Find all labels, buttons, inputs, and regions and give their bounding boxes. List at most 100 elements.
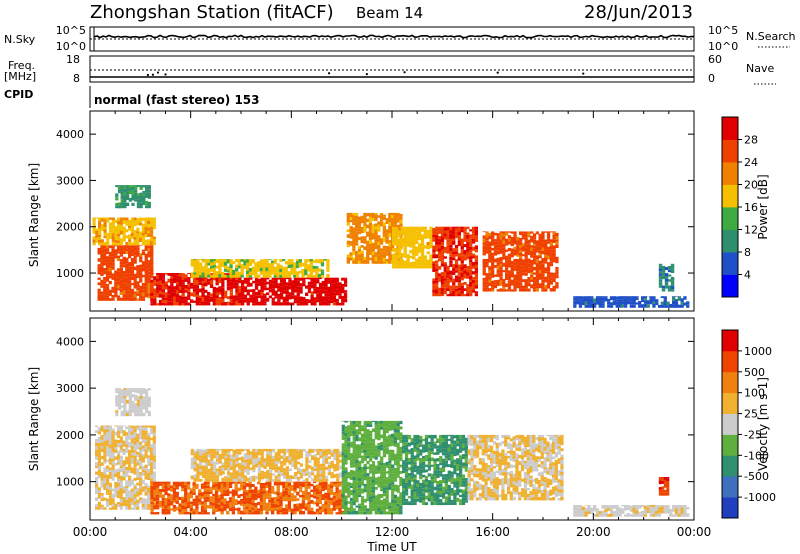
range-gate-cell	[466, 242, 470, 246]
range-gate-cell	[125, 235, 129, 239]
range-gate-cell	[360, 433, 365, 437]
range-gate-cell	[139, 389, 143, 393]
range-gate-cell	[126, 191, 130, 195]
range-gate-cell	[241, 474, 245, 478]
range-gate-cell	[352, 423, 356, 428]
range-gate-cell	[493, 245, 498, 248]
range-gate-cell	[649, 296, 653, 299]
range-gate-cell	[257, 478, 262, 482]
range-gate-cell	[134, 412, 138, 417]
range-gate-cell	[658, 275, 663, 280]
range-gate-cell	[249, 277, 253, 280]
range-gate-cell	[251, 259, 255, 264]
range-gate-cell	[287, 509, 292, 512]
range-gate-cell	[117, 456, 121, 460]
range-gate-cell	[485, 289, 489, 292]
range-gate-cell	[240, 503, 244, 506]
range-gate-cell	[377, 257, 381, 262]
range-gate-cell	[201, 455, 206, 460]
range-gate-cell	[460, 290, 464, 294]
range-gate-cell	[257, 292, 261, 296]
range-gate-cell	[513, 234, 517, 238]
range-gate-cell	[652, 303, 656, 308]
range-gate-cell	[229, 458, 234, 461]
range-gate-cell	[120, 405, 124, 408]
range-gate-cell	[273, 266, 277, 270]
range-gate-cell	[252, 300, 256, 304]
range-gate-cell	[187, 273, 191, 274]
range-gate-cell	[360, 508, 365, 512]
range-gate-cell	[190, 286, 194, 289]
range-gate-cell	[111, 266, 115, 270]
range-gate-cell	[178, 506, 182, 509]
range-gate-cell	[313, 460, 317, 464]
range-gate-cell	[198, 502, 202, 505]
range-gate-cell	[204, 299, 208, 302]
range-gate-cell	[374, 245, 378, 249]
range-gate-cell	[152, 452, 156, 456]
range-gate-cell	[363, 486, 367, 490]
range-gate-cell	[446, 242, 450, 245]
range-gate-cell	[243, 289, 248, 293]
range-gate-cell	[626, 297, 631, 301]
range-gate-cell	[496, 233, 500, 237]
range-gate-cell	[544, 285, 548, 289]
range-gate-cell	[128, 293, 132, 298]
range-gate-cell	[544, 254, 548, 258]
range-gate-cell	[147, 455, 151, 458]
range-gate-cell	[114, 242, 118, 246]
range-gate-cell	[310, 472, 315, 476]
range-gate-cell	[190, 460, 194, 464]
range-gate-cell	[119, 288, 123, 293]
range-gate-cell	[302, 302, 306, 306]
range-gate-cell	[449, 270, 453, 275]
range-gate-cell	[213, 464, 217, 469]
range-gate-cell	[432, 234, 436, 238]
range-gate-cell	[324, 298, 328, 302]
range-gate-cell	[452, 234, 456, 239]
range-gate-cell	[198, 499, 202, 503]
range-gate-cell	[406, 231, 410, 234]
range-gate-cell	[198, 277, 202, 281]
range-gate-cell	[125, 260, 129, 264]
range-gate-cell	[440, 278, 445, 281]
range-gate-cell	[139, 492, 143, 496]
range-gate-cell	[290, 487, 294, 491]
range-gate-cell	[122, 477, 126, 481]
range-gate-cell	[282, 462, 287, 466]
range-gate-cell	[139, 453, 143, 458]
range-gate-cell	[100, 498, 104, 502]
range-gate-cell	[119, 425, 123, 427]
range-gate-cell	[238, 278, 242, 281]
range-gate-cell	[388, 233, 392, 238]
range-gate-cell	[496, 239, 500, 242]
range-gate-cell	[212, 261, 217, 265]
range-gate-cell	[341, 461, 345, 465]
range-gate-cell	[369, 436, 373, 441]
range-gate-cell	[279, 259, 283, 260]
range-gate-cell	[152, 236, 156, 240]
range-gate-cell	[181, 505, 185, 510]
range-gate-cell	[304, 503, 308, 507]
range-gate-cell	[308, 449, 312, 454]
range-gate-cell	[167, 483, 171, 488]
range-gate-cell	[243, 462, 248, 467]
range-gate-cell	[170, 298, 174, 302]
range-gate-cell	[294, 451, 298, 455]
range-gate-cell	[463, 275, 467, 279]
range-gate-cell	[320, 271, 325, 275]
range-gate-cell	[116, 255, 121, 258]
range-gate-cell	[238, 280, 242, 284]
range-gate-cell	[199, 471, 203, 476]
range-gate-cell	[221, 278, 225, 282]
range-gate-cell	[103, 257, 107, 260]
range-gate-cell	[257, 489, 261, 494]
range-gate-cell	[415, 246, 419, 250]
range-gate-cell	[285, 511, 289, 515]
range-gate-cell	[471, 238, 476, 242]
range-gate-cell	[324, 452, 329, 456]
range-gate-cell	[329, 491, 334, 495]
range-gate-cell	[549, 254, 553, 258]
range-gate-cell	[507, 286, 512, 290]
